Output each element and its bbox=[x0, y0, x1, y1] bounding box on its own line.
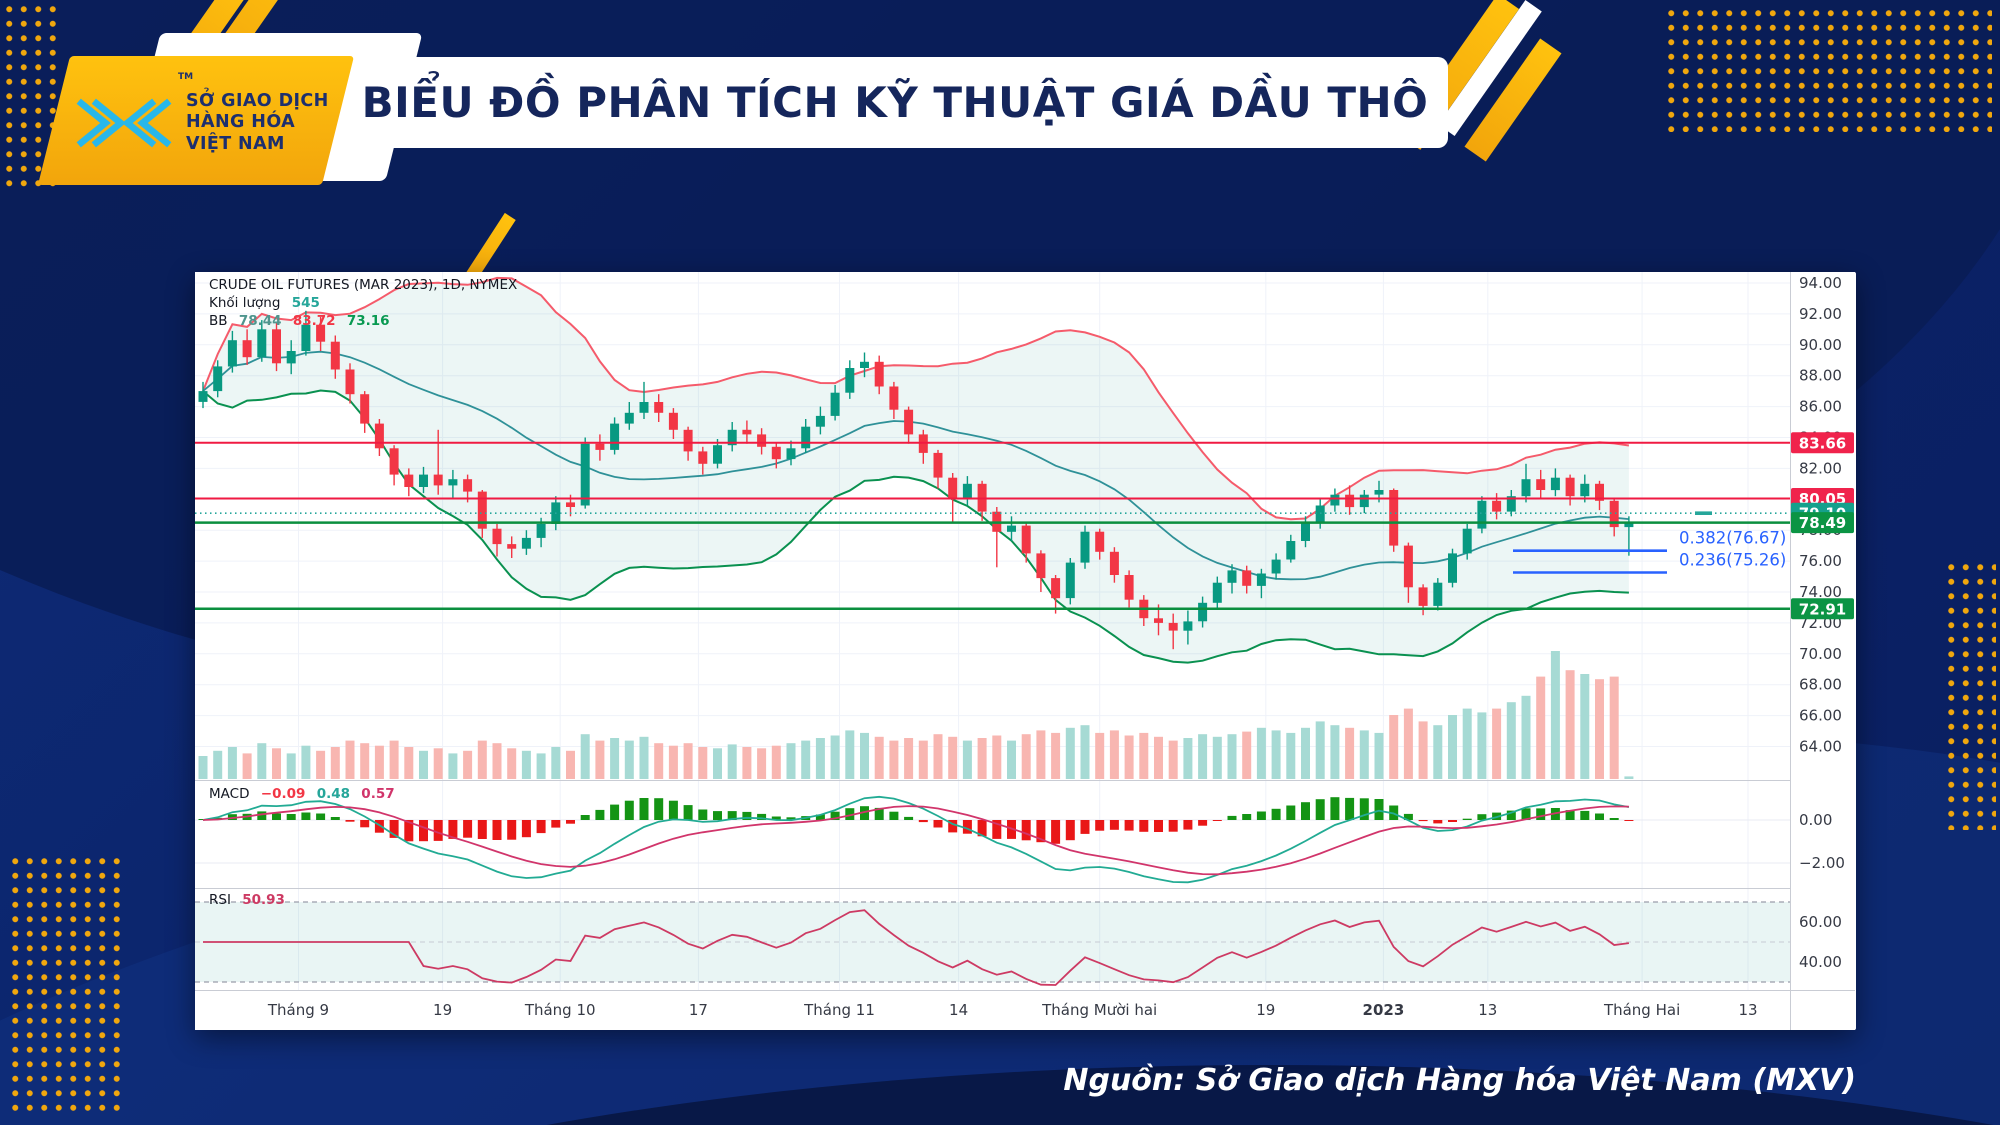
source-caption: Nguồn: Sở Giao dịch Hàng hóa Việt Nam (M… bbox=[1063, 1063, 1856, 1098]
svg-text:90.00: 90.00 bbox=[1799, 336, 1842, 354]
svg-text:76.00: 76.00 bbox=[1799, 552, 1842, 570]
logo-text: SỞ GIAO DỊCH HÀNG HÓA VIỆT NAM bbox=[186, 91, 329, 155]
svg-text:40.00: 40.00 bbox=[1799, 953, 1842, 971]
svg-text:64.00: 64.00 bbox=[1799, 738, 1842, 756]
svg-text:82.00: 82.00 bbox=[1799, 459, 1842, 477]
mxv-logo-icon bbox=[76, 98, 172, 148]
svg-text:19: 19 bbox=[433, 1001, 452, 1019]
rsi-value: 50.93 bbox=[242, 892, 285, 908]
logo-tm-mark: TM bbox=[178, 72, 194, 82]
svg-text:0.00: 0.00 bbox=[1799, 811, 1832, 829]
svg-text:88.00: 88.00 bbox=[1799, 367, 1842, 385]
rsi-legend: RSI 50.93 bbox=[209, 892, 285, 908]
symbol-title: CRUDE OIL FUTURES (MAR 2023), 1D, NYMEX bbox=[209, 277, 518, 293]
logo-line2: HÀNG HÓA bbox=[186, 112, 296, 133]
svg-text:86.00: 86.00 bbox=[1799, 398, 1842, 416]
volume-value: 545 bbox=[291, 295, 320, 311]
svg-text:14: 14 bbox=[949, 1001, 968, 1019]
svg-text:13: 13 bbox=[1738, 1001, 1757, 1019]
macd-signal-value: 0.57 bbox=[361, 786, 395, 802]
svg-text:83.66: 83.66 bbox=[1799, 434, 1846, 452]
rsi-label: RSI bbox=[209, 892, 231, 908]
svg-text:−2.00: −2.00 bbox=[1799, 854, 1845, 872]
svg-text:Tháng 11: Tháng 11 bbox=[803, 1001, 875, 1019]
svg-text:Tháng 10: Tháng 10 bbox=[524, 1001, 596, 1019]
mxv-logo: SỞ GIAO DỊCH HÀNG HÓA VIỆT NAM bbox=[72, 68, 332, 178]
logo-line1: SỞ GIAO DỊCH bbox=[186, 90, 329, 111]
svg-text:19: 19 bbox=[1256, 1001, 1275, 1019]
symbol-legend: CRUDE OIL FUTURES (MAR 2023), 1D, NYMEX bbox=[209, 277, 517, 293]
svg-text:60.00: 60.00 bbox=[1799, 913, 1842, 931]
svg-text:Tháng 9: Tháng 9 bbox=[267, 1001, 329, 1019]
svg-text:Tháng Hai: Tháng Hai bbox=[1603, 1001, 1680, 1019]
bb-lower-value: 73.16 bbox=[346, 313, 390, 329]
dot-grid-top-right bbox=[1664, 6, 1992, 132]
logo-line3: VIỆT NAM bbox=[186, 133, 285, 154]
svg-text:0.236(75.26): 0.236(75.26) bbox=[1679, 551, 1786, 570]
svg-text:2023: 2023 bbox=[1363, 1001, 1405, 1019]
macd-line-value: 0.48 bbox=[316, 786, 350, 802]
svg-text:68.00: 68.00 bbox=[1799, 676, 1842, 694]
title-bar: BIỂU ĐỒ PHÂN TÍCH KỸ THUẬT GIÁ DẦU THÔ bbox=[342, 57, 1448, 148]
svg-text:92.00: 92.00 bbox=[1799, 305, 1842, 323]
dot-grid-bottom-left bbox=[8, 854, 122, 1118]
bb-basis-value: 78.44 bbox=[238, 313, 282, 329]
svg-text:94.00: 94.00 bbox=[1799, 274, 1842, 292]
svg-text:72.91: 72.91 bbox=[1799, 600, 1846, 618]
macd-label: MACD bbox=[209, 786, 250, 802]
bb-upper-value: 83.72 bbox=[292, 313, 336, 329]
macd-legend: MACD −0.09 0.48 0.57 bbox=[209, 786, 395, 802]
bb-label: BB bbox=[209, 313, 228, 329]
svg-text:Tháng Mười hai: Tháng Mười hai bbox=[1041, 1001, 1157, 1019]
price-chart: 94.0092.0090.0088.0086.0084.0082.0080.00… bbox=[195, 272, 1855, 1030]
volume-label: Khối lượng bbox=[209, 295, 281, 311]
svg-text:13: 13 bbox=[1478, 1001, 1497, 1019]
chart-panel: 94.0092.0090.0088.0086.0084.0082.0080.00… bbox=[195, 272, 1856, 1030]
svg-text:70.00: 70.00 bbox=[1799, 645, 1842, 663]
volume-legend: Khối lượng 545 bbox=[209, 295, 320, 311]
bollinger-legend: BB 78.44 83.72 73.16 bbox=[209, 313, 390, 329]
svg-text:0.382(76.67): 0.382(76.67) bbox=[1679, 529, 1786, 548]
svg-text:78.49: 78.49 bbox=[1799, 514, 1846, 532]
dot-grid-right bbox=[1944, 560, 1996, 830]
svg-text:74.00: 74.00 bbox=[1799, 583, 1842, 601]
svg-text:66.00: 66.00 bbox=[1799, 707, 1842, 725]
page-title: BIỂU ĐỒ PHÂN TÍCH KỸ THUẬT GIÁ DẦU THÔ bbox=[361, 78, 1429, 127]
macd-hist-value: −0.09 bbox=[260, 786, 306, 802]
svg-text:17: 17 bbox=[689, 1001, 708, 1019]
